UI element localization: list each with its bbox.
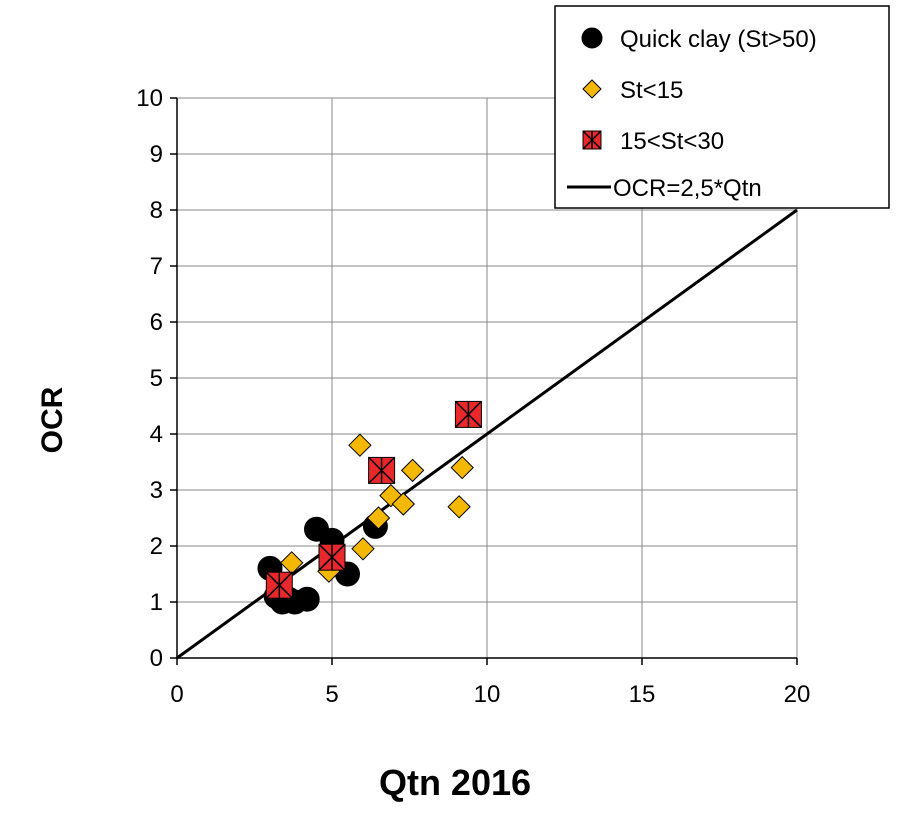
point-st-lt-15 [366,506,391,530]
y-tick-label: 7 [150,253,163,280]
legend: Quick clay (St>50) St<15 15<St<30 OCR=2,5*Q… [554,5,890,209]
point-st-lt-15 [351,537,375,561]
x-tick-label: 20 [784,681,811,708]
y-tick-label: 2 [150,533,163,560]
y-axis-title: OCR [36,386,69,453]
point-st-lt-15 [400,458,425,483]
legend-label: Quick clay (St>50) [620,26,817,53]
point-st-lt-15 [391,492,416,516]
legend-box [554,5,890,209]
legend-label: OCR=2,5*Qtn [613,175,762,202]
y-tick-label: 1 [150,589,163,616]
axes [170,97,798,665]
point-st-15-30 [265,571,293,599]
legend-label: St<15 [620,77,683,104]
x-tick-label: 5 [325,681,338,708]
point-quick-clay [294,586,320,612]
legend-swatch-crossed-square [582,130,602,150]
point-st-15-30 [318,543,346,571]
legend-swatch-circle [581,27,603,49]
point-st-lt-15 [447,495,471,519]
y-tick-label: 3 [150,477,163,504]
tick-labels: 0 1 2 3 4 5 6 7 8 9 10 0 5 10 15 20 [136,85,810,708]
y-tick-label: 5 [150,365,163,392]
point-st-15-30 [454,400,482,428]
legend-swatch-diamond [582,79,602,99]
legend-label: 15<St<30 [620,128,724,155]
x-tick-label: 0 [170,681,183,708]
y-tick-label: 4 [150,421,163,448]
point-st-15-30 [368,456,396,484]
y-tick-label: 9 [150,141,163,168]
point-st-lt-15 [348,433,372,457]
y-tick-label: 6 [150,309,163,336]
point-st-lt-15 [450,455,474,480]
x-tick-label: 10 [474,681,501,708]
y-tick-label: 10 [136,85,163,112]
x-axis-title: Qtn 2016 [379,762,531,803]
y-tick-label: 8 [150,197,163,224]
x-tick-label: 15 [629,681,656,708]
y-tick-label: 0 [150,645,163,672]
series-layer [176,208,798,660]
